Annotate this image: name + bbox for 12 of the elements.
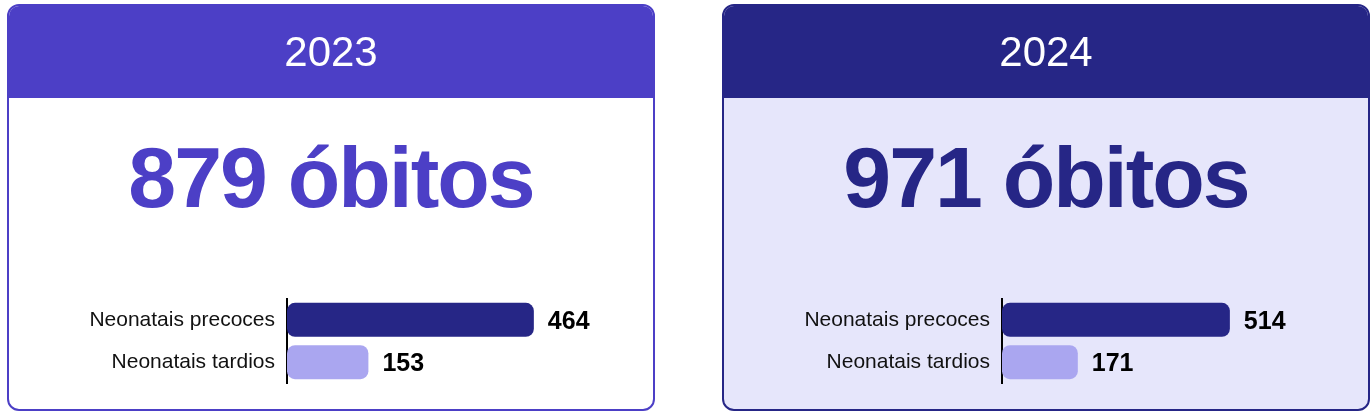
y-tick-label: Neonatais tardios xyxy=(826,349,990,372)
chart-title: 2024 xyxy=(724,6,1368,98)
data-label: 464 xyxy=(547,305,590,334)
chart-subtitle: 879 óbitos xyxy=(127,129,535,225)
data-label: 153 xyxy=(382,348,425,377)
y-tick-label: Neonatais tardios xyxy=(111,349,275,372)
data-label: 171 xyxy=(1091,348,1134,377)
chart-title: 2023 xyxy=(9,6,653,98)
y-tick-label: Neonatais precoces xyxy=(804,306,990,330)
y-tick-label: Neonatais precoces xyxy=(89,306,275,330)
chart-subtitle: 971 óbitos xyxy=(842,129,1250,225)
data-label: 514 xyxy=(1243,305,1286,334)
